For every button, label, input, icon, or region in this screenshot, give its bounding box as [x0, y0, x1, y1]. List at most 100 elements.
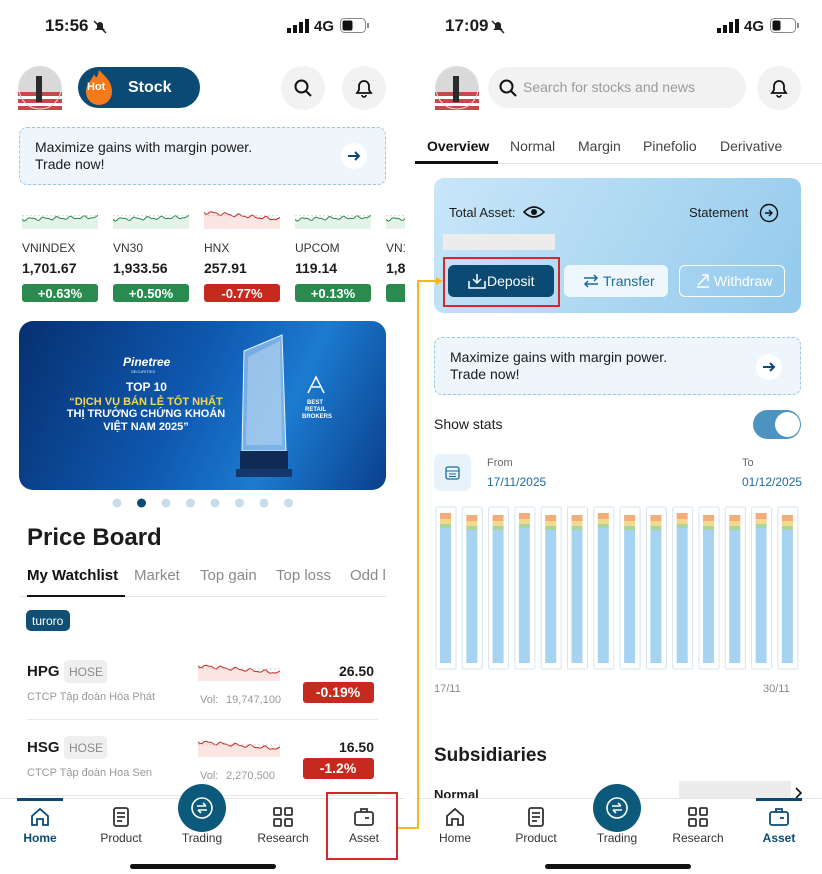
nav-label[interactable]: Trading [181, 831, 223, 845]
ad-banner[interactable]: Pinetree SECURITIES TOP 10 “DỊCH VỤ BÁN … [19, 321, 386, 490]
index-sparkline [295, 214, 371, 229]
rect-shape [284, 818, 293, 827]
account-tab[interactable]: Normal [510, 138, 556, 154]
bell-icon [770, 80, 788, 98]
path-shape [398, 280, 440, 829]
volume-label: Vol: [200, 694, 219, 706]
volume: 2,270,500 [226, 770, 275, 782]
rect-shape [284, 807, 293, 816]
rect-shape [287, 28, 291, 33]
watchlist-chip[interactable] [26, 610, 70, 631]
path-shape [697, 274, 709, 288]
circle-shape [759, 203, 779, 223]
price-board-tab[interactable]: My Watchlist [27, 567, 119, 584]
path-shape [198, 665, 280, 681]
rect-shape [597, 513, 609, 519]
nav-label[interactable]: Asset [348, 831, 380, 845]
stock-symbol[interactable]: HPG [27, 663, 60, 680]
rect-shape [717, 28, 721, 33]
index-sparkline [22, 214, 98, 229]
promo-banner[interactable] [434, 337, 801, 395]
index-change: +0.50% [128, 286, 174, 301]
search-box[interactable] [488, 67, 746, 108]
nav-label[interactable]: Research [257, 831, 309, 845]
path-shape [436, 277, 443, 285]
rect-shape [688, 807, 697, 816]
rect-shape [36, 76, 42, 102]
path-shape [198, 664, 280, 674]
notification-button[interactable] [757, 66, 801, 110]
stock-symbol[interactable]: HSG [27, 739, 60, 756]
rect-shape [676, 524, 688, 528]
price-board-tab[interactable]: Top loss [276, 567, 332, 584]
rect-shape [435, 103, 479, 106]
account-tab[interactable]: Margin [578, 138, 621, 154]
account-tab[interactable]: Pinefolio [643, 138, 697, 154]
search-icon [294, 79, 312, 97]
rect-shape [340, 18, 366, 33]
nav-label[interactable]: Home [23, 831, 57, 845]
home-indicator [545, 864, 691, 869]
rect-shape [703, 521, 714, 526]
rect-shape [492, 530, 504, 663]
eye-icon[interactable] [523, 204, 545, 220]
to-date[interactable]: 01/12/2025 [742, 475, 803, 489]
circle-shape [186, 498, 195, 508]
rect-shape [597, 519, 609, 524]
rect-shape [729, 515, 741, 521]
account-tab[interactable]: Overview [427, 138, 490, 154]
index-name: VNINDEX [22, 241, 76, 255]
path-shape [360, 808, 369, 819]
nav-label[interactable]: Home [438, 831, 472, 845]
home-screen: 15:56 4G Hot Stock Maximize gains with m… [0, 0, 405, 874]
rect-shape [440, 524, 451, 528]
stats-chart [435, 506, 799, 670]
nav-label[interactable]: Trading [596, 831, 638, 845]
avatar[interactable] [18, 66, 62, 110]
promo-banner[interactable] [19, 127, 386, 185]
rect-shape [440, 519, 451, 524]
withdraw-button[interactable] [679, 265, 785, 297]
transfer-label: Transfer [603, 273, 655, 289]
tab-divider [415, 163, 822, 164]
rect-shape [781, 521, 793, 526]
rect-shape [650, 530, 662, 663]
avatar[interactable] [435, 66, 479, 110]
circle-shape [112, 498, 122, 508]
price-board-tab[interactable]: Market [134, 567, 180, 584]
index-name: UPCOM [295, 241, 340, 255]
search-button[interactable] [281, 66, 325, 110]
rect-shape [703, 530, 714, 663]
notification-button[interactable] [342, 66, 386, 110]
deposit-button[interactable] [448, 265, 554, 297]
calendar-button[interactable] [434, 454, 471, 491]
price-board-tab[interactable]: Odd l [350, 567, 386, 584]
network: 4G [314, 18, 335, 35]
trading-button[interactable] [593, 784, 641, 832]
nav-label[interactable]: Research [672, 831, 724, 845]
from-date[interactable]: 17/11/2025 [487, 475, 547, 489]
highlight-box [443, 257, 560, 307]
bell-icon [355, 80, 373, 98]
path-shape [765, 209, 773, 217]
network: 4G [744, 18, 765, 35]
ad-headline: THỊ TRƯỜNG CHỨNG KHOÁN [66, 408, 226, 420]
rect-shape [492, 515, 504, 521]
account-tab[interactable]: Derivative [720, 138, 783, 154]
ad-headline: TOP 10 [126, 380, 167, 394]
index-change: -0.77% [221, 286, 263, 301]
trading-button[interactable] [178, 784, 226, 832]
transfer-button[interactable] [564, 265, 668, 297]
price-board-tab[interactable]: Top gain [200, 567, 257, 584]
status-time: 17:09 [445, 16, 489, 35]
award-text: RETAIL [305, 407, 327, 413]
masked-balance [443, 234, 555, 250]
battery-icon [770, 18, 799, 33]
nav-label[interactable]: Product [515, 831, 557, 845]
circle-shape [210, 498, 220, 508]
index-change: +0.63% [37, 286, 83, 301]
statement-link[interactable]: Statement [689, 205, 749, 220]
nav-label[interactable]: Product [100, 831, 142, 845]
nav-label[interactable]: Asset [762, 831, 796, 845]
